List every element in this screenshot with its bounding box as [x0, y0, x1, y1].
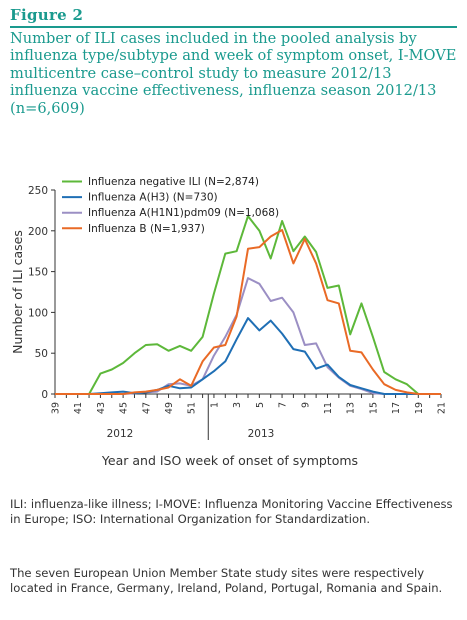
legend-label: Influenza A(H1N1)pdm09 (N=1,068)	[88, 207, 279, 219]
series-line-0	[55, 215, 441, 395]
x-tick-label: 45	[119, 402, 130, 414]
y-tick-label: 100	[28, 307, 48, 319]
x-tick-label: 51	[187, 402, 198, 414]
x-tick-label: 9	[300, 402, 311, 408]
year-label-2012: 2012	[107, 428, 134, 440]
x-tick-label: 11	[323, 402, 334, 414]
legend-label: Influenza negative ILI (N=2,874)	[88, 176, 259, 188]
x-tick-label: 43	[96, 402, 107, 414]
x-tick-label: 15	[368, 402, 379, 414]
footnote-study-sites: The seven European Union Member State st…	[10, 566, 443, 596]
y-tick-label: 50	[35, 348, 48, 360]
series-line-1	[55, 317, 441, 395]
x-tick-label: 7	[278, 402, 289, 408]
series-line-2	[55, 277, 441, 395]
y-tick-label: 200	[28, 226, 48, 238]
legend-label: Influenza A(H3) (N=730)	[88, 192, 218, 204]
y-tick-label: 0	[41, 389, 48, 401]
x-axis-label: Year and ISO week of onset of symptoms	[101, 453, 358, 468]
x-tick-label: 3	[232, 402, 243, 408]
x-tick-label: 41	[73, 402, 84, 414]
y-tick-label: 150	[28, 267, 48, 279]
footnote-abbreviations: ILI: influenza-like illness; I-MOVE: Inf…	[10, 497, 453, 527]
x-tick-label: 39	[51, 402, 62, 414]
x-tick-label: 13	[346, 402, 357, 414]
figure-title: Number of ILI cases included in the pool…	[10, 30, 457, 117]
y-tick-label: 250	[28, 185, 48, 197]
x-tick-label: 5	[255, 402, 266, 408]
x-tick-label: 19	[414, 402, 425, 414]
y-axis-label: Number of ILI cases	[10, 230, 25, 354]
year-label-2013: 2013	[248, 428, 275, 440]
x-tick-label: 17	[391, 402, 402, 414]
x-tick-label: 47	[141, 402, 152, 414]
figure-label: Figure 2	[10, 6, 457, 28]
x-tick-label: 1	[209, 402, 220, 408]
legend-label: Influenza B (N=1,937)	[88, 223, 205, 235]
x-tick-label: 49	[164, 402, 175, 414]
series-line-3	[55, 229, 441, 395]
x-tick-label: 21	[437, 402, 448, 414]
